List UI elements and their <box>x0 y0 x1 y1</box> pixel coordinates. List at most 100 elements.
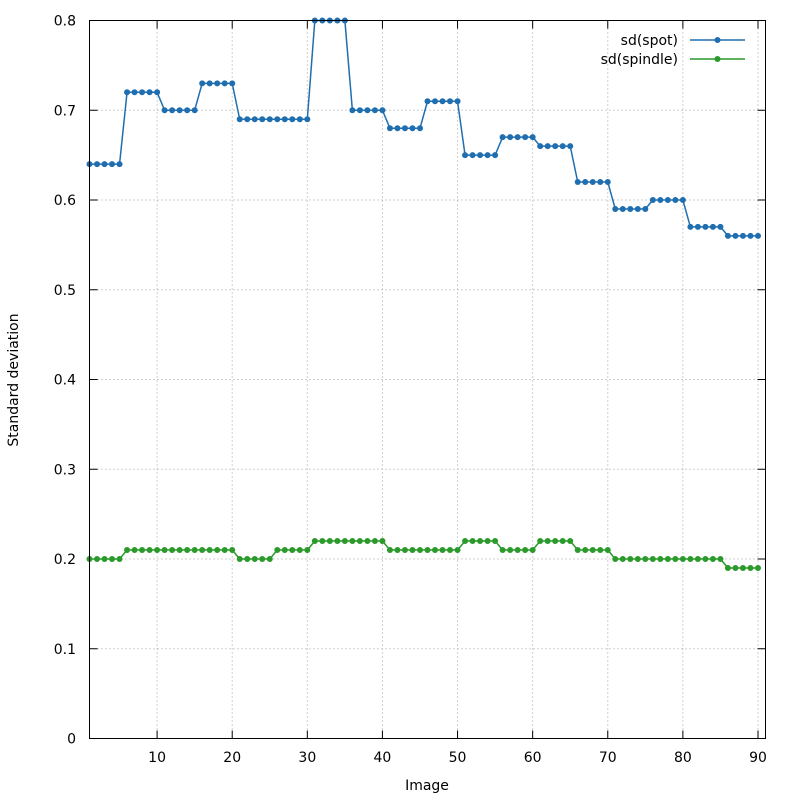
series-line-sd-spindle <box>89 540 758 569</box>
data-point-sd-spindle <box>507 547 514 554</box>
data-point-sd-spot <box>199 80 206 87</box>
data-point-sd-spindle <box>597 547 604 554</box>
data-point-sd-spindle <box>739 564 746 571</box>
data-point-sd-spindle <box>492 538 499 545</box>
data-point-sd-spot <box>627 205 634 212</box>
data-point-sd-spot <box>214 80 221 87</box>
data-point-sd-spot <box>694 223 701 230</box>
data-point-sd-spot <box>259 116 266 123</box>
data-point-sd-spot <box>679 197 686 203</box>
series-sd-spot <box>86 17 761 239</box>
x-tick-label: 80 <box>674 750 692 766</box>
data-point-sd-spot <box>529 134 536 141</box>
data-point-sd-spot <box>522 134 529 141</box>
data-point-sd-spot <box>244 116 251 123</box>
data-point-sd-spindle <box>124 547 131 554</box>
data-point-sd-spot <box>101 161 108 168</box>
data-point-sd-spindle <box>552 538 559 545</box>
data-point-sd-spot <box>582 179 589 186</box>
data-point-sd-spot <box>754 232 761 239</box>
data-point-sd-spindle <box>649 556 656 562</box>
data-point-sd-spot <box>747 232 754 239</box>
data-point-sd-spot <box>94 161 101 168</box>
data-point-sd-spot <box>191 107 198 114</box>
data-point-sd-spindle <box>304 547 311 554</box>
data-point-sd-spindle <box>386 547 393 554</box>
data-point-sd-spot <box>567 143 574 150</box>
data-point-sd-spindle <box>154 547 161 554</box>
data-point-sd-spot <box>109 161 116 168</box>
data-point-sd-spindle <box>371 538 378 545</box>
data-point-sd-spindle <box>94 556 101 562</box>
data-point-sd-spot <box>604 179 611 186</box>
y-tick-label: 0 <box>67 732 76 748</box>
data-point-sd-spindle <box>747 564 754 571</box>
y-axis-ticks: 0 0.1 0.2 0.3 0.4 0.5 0.6 0.7 0.8 <box>54 14 766 748</box>
data-point-sd-spindle <box>206 547 213 554</box>
data-point-sd-spot <box>447 98 454 105</box>
x-tick-label: 20 <box>223 750 241 766</box>
data-point-sd-spot <box>251 116 258 123</box>
data-point-sd-spindle <box>754 564 761 571</box>
data-point-sd-spindle <box>619 556 626 562</box>
data-point-sd-spot <box>657 197 664 203</box>
data-point-sd-spot <box>364 107 371 114</box>
data-point-sd-spindle <box>447 547 454 554</box>
data-point-sd-spot <box>552 143 559 150</box>
data-point-sd-spot <box>154 89 161 96</box>
data-point-sd-spot <box>176 107 183 114</box>
data-point-sd-spindle <box>439 547 446 554</box>
y-tick-label: 0.5 <box>54 283 76 299</box>
data-point-sd-spot <box>281 116 288 123</box>
data-point-sd-spindle <box>612 556 619 562</box>
data-point-sd-spindle <box>169 547 176 554</box>
data-point-sd-spindle <box>146 547 153 554</box>
x-tick-label: 30 <box>298 750 316 766</box>
data-point-sd-spot <box>184 107 191 114</box>
data-point-sd-spot <box>537 143 544 150</box>
data-point-sd-spindle <box>244 556 251 562</box>
data-point-sd-spot <box>131 89 138 96</box>
data-point-sd-spot <box>649 197 656 203</box>
y-tick-label: 0.8 <box>54 14 76 30</box>
data-point-sd-spindle <box>424 547 431 554</box>
data-point-sd-spot <box>687 223 694 230</box>
data-point-sd-spot <box>709 223 716 230</box>
data-point-sd-spindle <box>409 547 416 554</box>
data-point-sd-spindle <box>266 556 273 562</box>
data-point-sd-spot <box>544 143 551 150</box>
data-point-sd-spot <box>289 116 296 123</box>
data-point-sd-spindle <box>311 538 318 545</box>
data-point-sd-spot <box>296 116 303 123</box>
legend-swatch-marker-sd-spindle <box>714 56 721 62</box>
data-point-sd-spindle <box>604 547 611 554</box>
y-axis-title: Standard deviation <box>6 313 22 446</box>
data-point-sd-spindle <box>281 547 288 554</box>
legend-label-sd-spot: sd(spot) <box>621 33 678 49</box>
x-tick-label: 50 <box>449 750 467 766</box>
data-point-sd-spindle <box>341 538 348 545</box>
data-point-sd-spindle <box>664 556 671 562</box>
data-point-sd-spindle <box>334 538 341 545</box>
data-point-sd-spindle <box>394 547 401 554</box>
data-point-sd-spindle <box>221 547 228 554</box>
data-point-sd-spot <box>116 161 123 168</box>
data-point-sd-spot <box>236 116 243 123</box>
data-point-sd-spot <box>349 107 356 114</box>
data-point-sd-spot <box>206 80 213 87</box>
data-point-sd-spot <box>492 152 499 159</box>
data-point-sd-spot <box>394 125 401 132</box>
data-point-sd-spot <box>409 125 416 132</box>
data-point-sd-spot <box>416 125 423 132</box>
data-point-sd-spindle <box>717 556 724 562</box>
legend: sd(spot) sd(spindle) <box>601 33 745 68</box>
data-point-sd-spindle <box>416 547 423 554</box>
data-point-sd-spindle <box>499 547 506 554</box>
y-tick-label: 0.2 <box>54 552 76 568</box>
data-point-sd-spindle <box>139 547 146 554</box>
x-tick-label: 90 <box>749 750 767 766</box>
data-point-sd-spot <box>469 152 476 159</box>
data-point-sd-spot <box>739 232 746 239</box>
data-point-sd-spot <box>139 89 146 96</box>
